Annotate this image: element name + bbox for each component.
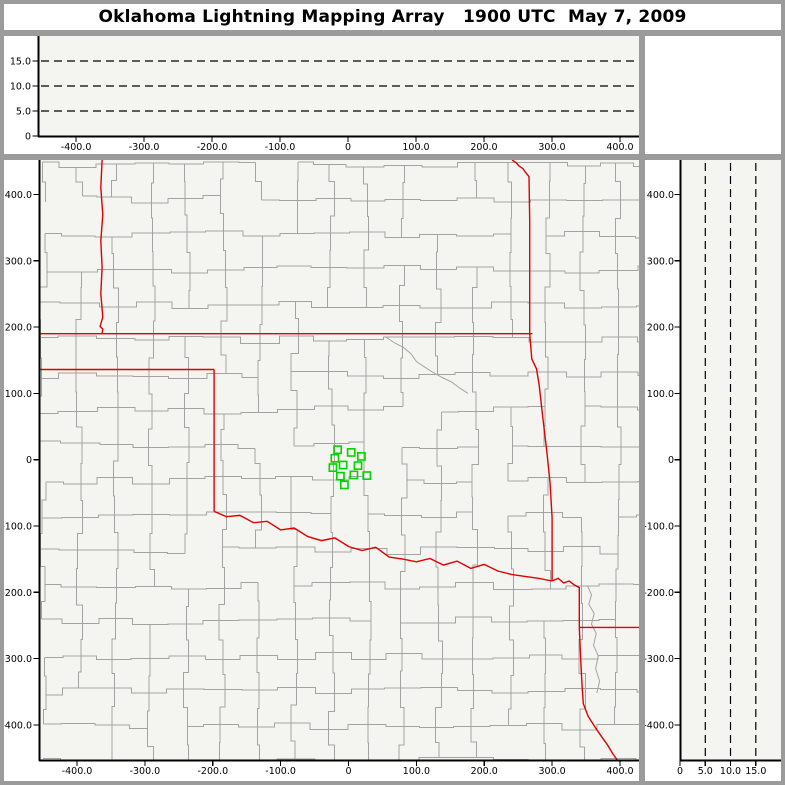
svg-text:0: 0: [677, 766, 683, 777]
svg-text:200.0: 200.0: [647, 323, 674, 334]
state-borders: [39, 160, 639, 760]
svg-text:100.0: 100.0: [402, 142, 429, 153]
altitude-gridlines: [704, 163, 757, 757]
svg-text:100.0: 100.0: [5, 389, 32, 400]
svg-text:-100.0: -100.0: [265, 142, 296, 153]
map-axes: [38, 160, 639, 762]
svg-text:5.0: 5.0: [698, 766, 713, 777]
svg-text:0: 0: [25, 132, 31, 143]
separator: [639, 30, 645, 781]
svg-text:400.0: 400.0: [606, 142, 633, 153]
svg-text:10.0: 10.0: [10, 82, 31, 93]
svg-text:15.0: 15.0: [745, 766, 766, 777]
title-bar: Oklahoma Lightning Mapping Array 1900 UT…: [4, 4, 781, 30]
svg-text:300.0: 300.0: [5, 256, 32, 267]
map-ticks: [33, 193, 621, 766]
svg-text:0: 0: [668, 455, 674, 466]
top-panel-axes: [37, 36, 639, 138]
right-panel-tick-labels: 400.0 300.0 200.0 100.0 0 -100.0 -200.0 -300.0 -…: [645, 190, 766, 777]
svg-text:-400.0: -400.0: [645, 720, 674, 731]
svg-text:200.0: 200.0: [470, 142, 497, 153]
svg-text:-200.0: -200.0: [4, 588, 32, 599]
svg-text:-300.0: -300.0: [4, 654, 32, 665]
svg-text:0: 0: [345, 142, 351, 153]
svg-text:400.0: 400.0: [606, 766, 633, 777]
svg-text:0: 0: [26, 455, 32, 466]
svg-text:300.0: 300.0: [647, 256, 674, 267]
svg-text:400.0: 400.0: [647, 190, 674, 201]
separator: [4, 154, 781, 160]
altitude-gridlines: [41, 60, 636, 112]
svg-text:300.0: 300.0: [538, 142, 565, 153]
station-markers: [328, 445, 372, 490]
svg-text:-200.0: -200.0: [197, 142, 228, 153]
right-panel-ticks: [674, 193, 757, 766]
svg-text:-400.0: -400.0: [61, 142, 92, 153]
svg-text:100.0: 100.0: [647, 389, 674, 400]
svg-text:100.0: 100.0: [403, 766, 430, 777]
altitude-vs-north-south-panel[interactable]: 400.0 300.0 200.0 100.0 0 -100.0 -200.0 -300.0 -…: [645, 160, 781, 781]
svg-text:0: 0: [345, 766, 351, 777]
plan-view-map-panel[interactable]: 400.0 300.0 200.0 100.0 0 -100.0 -200.0 -300.0 -…: [4, 160, 639, 781]
svg-text:-300.0: -300.0: [645, 654, 674, 665]
svg-text:200.0: 200.0: [5, 323, 32, 334]
blank-corner-panel: [645, 36, 781, 154]
svg-text:-300.0: -300.0: [129, 142, 160, 153]
svg-text:-300.0: -300.0: [130, 766, 161, 777]
top-panel-tick-labels: 0 5.0 10.0 15.0 -400.0 -300.0 -200.0 -100.0 0 100…: [10, 57, 634, 154]
svg-text:-200.0: -200.0: [197, 766, 228, 777]
map-tick-labels: 400.0 300.0 200.0 100.0 0 -100.0 -200.0 -300.0 -…: [4, 190, 634, 777]
altitude-vs-east-west-panel[interactable]: 0 5.0 10.0 15.0 -400.0 -300.0 -200.0 -100.0 0 100…: [4, 36, 639, 154]
svg-text:10.0: 10.0: [720, 766, 741, 777]
separator: [4, 30, 781, 36]
top-panel-ticks: [32, 60, 621, 142]
rivers: [385, 336, 601, 694]
svg-text:-100.0: -100.0: [265, 766, 296, 777]
page-title: Oklahoma Lightning Mapping Array 1900 UT…: [98, 7, 687, 27]
svg-text:-100.0: -100.0: [4, 522, 32, 533]
svg-text:-400.0: -400.0: [4, 720, 32, 731]
county-boundaries: [39, 161, 639, 760]
svg-text:-200.0: -200.0: [645, 588, 674, 599]
svg-text:-400.0: -400.0: [62, 766, 93, 777]
svg-text:200.0: 200.0: [471, 766, 498, 777]
svg-text:5.0: 5.0: [16, 107, 31, 118]
svg-text:-100.0: -100.0: [645, 522, 674, 533]
svg-text:400.0: 400.0: [5, 190, 32, 201]
svg-text:15.0: 15.0: [10, 57, 31, 68]
svg-text:300.0: 300.0: [538, 766, 565, 777]
